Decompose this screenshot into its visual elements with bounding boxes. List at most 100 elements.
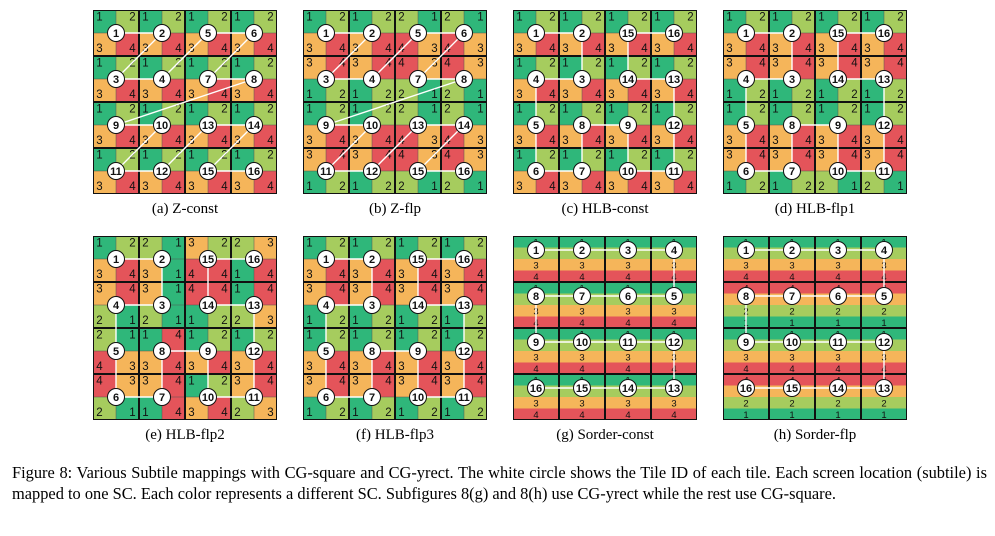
subtile-sc-label: 3 bbox=[96, 269, 102, 281]
tile-id-label: 2 bbox=[369, 28, 375, 40]
subtile-sc-label: 1 bbox=[444, 330, 450, 342]
subtile-sc-label: 4 bbox=[477, 284, 484, 296]
subtile-sc-label: 4 bbox=[267, 89, 274, 101]
subtile-sc-label: 2 bbox=[851, 104, 857, 116]
subtile-sc-label: 2 bbox=[641, 58, 647, 70]
subtile-sc-label: 4 bbox=[431, 376, 438, 388]
traversal-path bbox=[535, 249, 675, 389]
tile-id-label: 2 bbox=[579, 28, 585, 40]
subtile-sc-label: 4 bbox=[339, 58, 346, 70]
tile-id-label: 1 bbox=[113, 28, 119, 40]
tile-id-circle bbox=[665, 70, 683, 88]
subtile-sc-label: 1 bbox=[835, 318, 840, 329]
tile-id-circle bbox=[783, 241, 801, 259]
tile-id-label: 13 bbox=[248, 300, 260, 312]
tile-id-label: 12 bbox=[878, 120, 890, 132]
subtile-sc-label: 4 bbox=[188, 284, 195, 296]
subtile-sc-label: 4 bbox=[549, 43, 556, 55]
subtile-sc-label: 2 bbox=[221, 238, 227, 250]
subtile-sc-label: 2 bbox=[818, 181, 824, 193]
tile-id-label: 1 bbox=[533, 28, 539, 40]
tile-id-circle bbox=[363, 250, 381, 268]
subtile-sc-label: 3 bbox=[129, 361, 135, 373]
subtile-sc-label: 4 bbox=[595, 135, 602, 147]
subtile-sc-label: 1 bbox=[129, 330, 135, 342]
subtile-sc-label: 3 bbox=[579, 307, 584, 318]
subtile-sc-label: 3 bbox=[579, 353, 584, 364]
subtile-sc-label: 1 bbox=[234, 104, 240, 116]
subtile-sc-label: 1 bbox=[477, 89, 483, 101]
subtile-sc-label: 2 bbox=[385, 104, 391, 116]
subtile-sc-label: 1 bbox=[726, 104, 732, 116]
tile-id-label: 14 bbox=[832, 74, 845, 86]
tile-id-circle bbox=[245, 296, 263, 314]
tile-id-circle bbox=[783, 379, 801, 397]
subtile-sc-label: 4 bbox=[175, 89, 182, 101]
subtile-sc-label: 1 bbox=[477, 12, 483, 24]
subtile-sc-label: 3 bbox=[477, 43, 483, 55]
tile-id-circle bbox=[619, 70, 637, 88]
tile-id-circle bbox=[317, 24, 335, 42]
subtile-sc-label: 3 bbox=[516, 181, 522, 193]
subtile-sc-label: 2 bbox=[267, 330, 273, 342]
tile-id-circle bbox=[199, 250, 217, 268]
subtile-sc-label: 3 bbox=[188, 181, 194, 193]
tile-id-circle bbox=[737, 379, 755, 397]
subtile-sc-label: 3 bbox=[818, 58, 824, 70]
tile-id-label: 16 bbox=[530, 383, 542, 395]
subtile-sc-label: 2 bbox=[234, 315, 240, 327]
subtile-sc-label: 1 bbox=[306, 238, 312, 250]
subtile-sc-label: 4 bbox=[595, 181, 602, 193]
tile-id-circle bbox=[527, 287, 545, 305]
subtile-sc-label: 1 bbox=[188, 58, 194, 70]
subtile-sc-label: 2 bbox=[897, 12, 903, 24]
subtile-sc-label: 2 bbox=[444, 104, 450, 116]
subtile-sc-label: 4 bbox=[851, 43, 858, 55]
subtile-sc-label: 2 bbox=[851, 12, 857, 24]
tile-id-circle bbox=[665, 116, 683, 134]
subtile-sc-label: 3 bbox=[789, 261, 794, 272]
subtile-sc-label: 2 bbox=[743, 399, 748, 410]
tile-id-circle bbox=[199, 70, 217, 88]
tile-id-circle bbox=[153, 296, 171, 314]
subtile-sc-label: 1 bbox=[352, 407, 358, 419]
subtile-sc-label: 2 bbox=[221, 376, 227, 388]
subfigure-c-graphic: 1 2 1 2 1 2 1 23 4 3 4 3 4 3 41 2 1 2 1 2 1 23 4 3 4 3 4 3 41 2 1 2 1 2 1 2… bbox=[513, 10, 697, 194]
tile-id-circle bbox=[363, 162, 381, 180]
tile-id-label: 5 bbox=[743, 120, 749, 132]
subtile-sc-label: 2 bbox=[641, 104, 647, 116]
tile-id-label: 11 bbox=[878, 166, 890, 178]
tile-id-circle bbox=[153, 250, 171, 268]
subtile-sc-label: 1 bbox=[608, 150, 614, 162]
subtile-sc-label: 4 bbox=[671, 410, 676, 420]
subtile-sc-label: 3 bbox=[431, 150, 437, 162]
subtile-sc-label: 2 bbox=[175, 150, 181, 162]
subtile-sc-label: 3 bbox=[671, 307, 676, 318]
subtile-sc-label: 1 bbox=[897, 181, 903, 193]
subtile-sc-label: 1 bbox=[175, 269, 181, 281]
subtile-sc-label: 1 bbox=[726, 181, 732, 193]
subtile-sc-label: 4 bbox=[221, 269, 228, 281]
subtile-sc-label: 3 bbox=[789, 353, 794, 364]
tile-id-circle bbox=[619, 241, 637, 259]
tile-id-label: 14 bbox=[412, 300, 425, 312]
tile-id-label: 15 bbox=[412, 166, 424, 178]
subtile-sc-label: 4 bbox=[759, 135, 766, 147]
subtile-sc-label: 2 bbox=[385, 407, 391, 419]
tile-id-label: 8 bbox=[789, 120, 795, 132]
subtile-sc-label: 4 bbox=[687, 135, 694, 147]
subtile-sc-label: 3 bbox=[562, 89, 568, 101]
tile-id-label: 14 bbox=[458, 120, 471, 132]
subtile-sc-label: 3 bbox=[772, 43, 778, 55]
subtile-sc-label: 1 bbox=[431, 181, 437, 193]
tile-id-circle bbox=[783, 116, 801, 134]
subtile-sc-label: 3 bbox=[726, 150, 732, 162]
tile-id-circle bbox=[199, 296, 217, 314]
subtile-sc-label: 4 bbox=[221, 361, 228, 373]
subtile-sc-label: 1 bbox=[129, 315, 135, 327]
tile-id-circle bbox=[107, 116, 125, 134]
subtile-sc-label: 3 bbox=[818, 43, 824, 55]
tile-id-label: 8 bbox=[159, 346, 165, 358]
subtile-sc-label: 1 bbox=[562, 12, 568, 24]
